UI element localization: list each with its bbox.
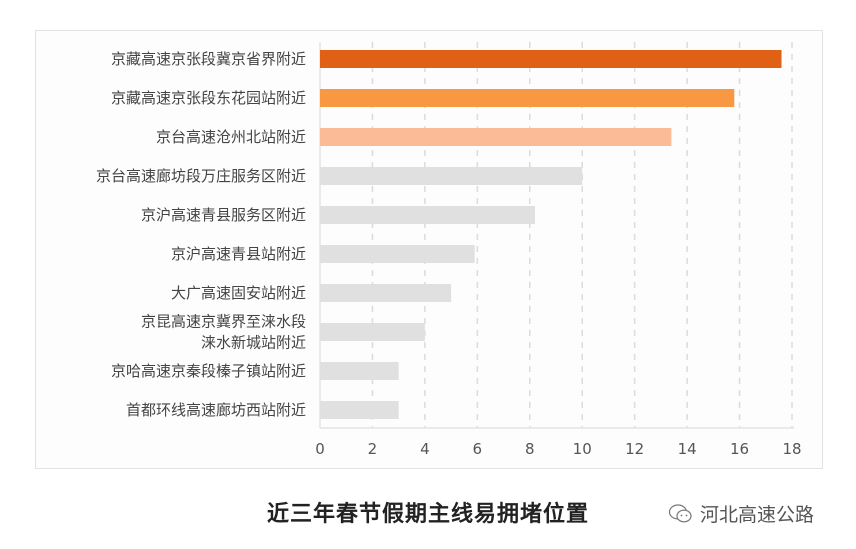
category-label: 首都环线高速廊坊西站附近 [126, 401, 306, 419]
watermark-text: 河北高速公路 [700, 504, 815, 526]
chart-title: 近三年春节假期主线易拥堵位置 [266, 502, 589, 527]
bar [320, 284, 452, 302]
bar [320, 206, 536, 224]
x-tick-label: 16 [730, 440, 749, 458]
bar [320, 167, 583, 185]
x-tick-label: 8 [525, 440, 535, 458]
bar [320, 128, 672, 146]
bar [320, 245, 475, 263]
watermark: 河北高速公路 [668, 500, 815, 527]
x-tick-label: 2 [368, 440, 378, 458]
category-label: 京哈高速京秦段榛子镇站附近 [111, 362, 306, 380]
category-label: 大广高速固安站附近 [171, 284, 306, 302]
category-label: 京藏高速京张段冀京省界附近 [111, 50, 306, 68]
x-tick-label: 10 [573, 440, 592, 458]
bar [320, 89, 735, 107]
bar-chart: 0 2 4 6 8 10 12 14 16 18 京藏高速京张段冀京省界附近京藏高速京张段东花园站附… [96, 42, 802, 458]
x-tick-label: 6 [473, 440, 483, 458]
x-tick-label: 4 [420, 440, 430, 458]
x-tick-label: 18 [782, 440, 801, 458]
category-label: 京台高速沧州北站附近 [156, 128, 306, 146]
bar [320, 362, 399, 380]
bar [320, 401, 399, 419]
category-label: 京沪高速青县服务区附近 [141, 206, 306, 224]
x-tick-label: 14 [678, 440, 697, 458]
category-label: 京昆高速京冀界至涞水段涞水新城站附近 [141, 313, 306, 352]
category-label: 京台高速廊坊段万庄服务区附近 [96, 167, 306, 185]
x-tick-label: 0 [315, 440, 325, 458]
category-label: 京沪高速青县站附近 [171, 245, 306, 263]
bar [320, 50, 782, 68]
wechat-icon [668, 503, 692, 522]
bar [320, 323, 425, 341]
category-label: 京藏高速京张段东花园站附近 [111, 89, 306, 107]
x-tick-label: 12 [625, 440, 644, 458]
